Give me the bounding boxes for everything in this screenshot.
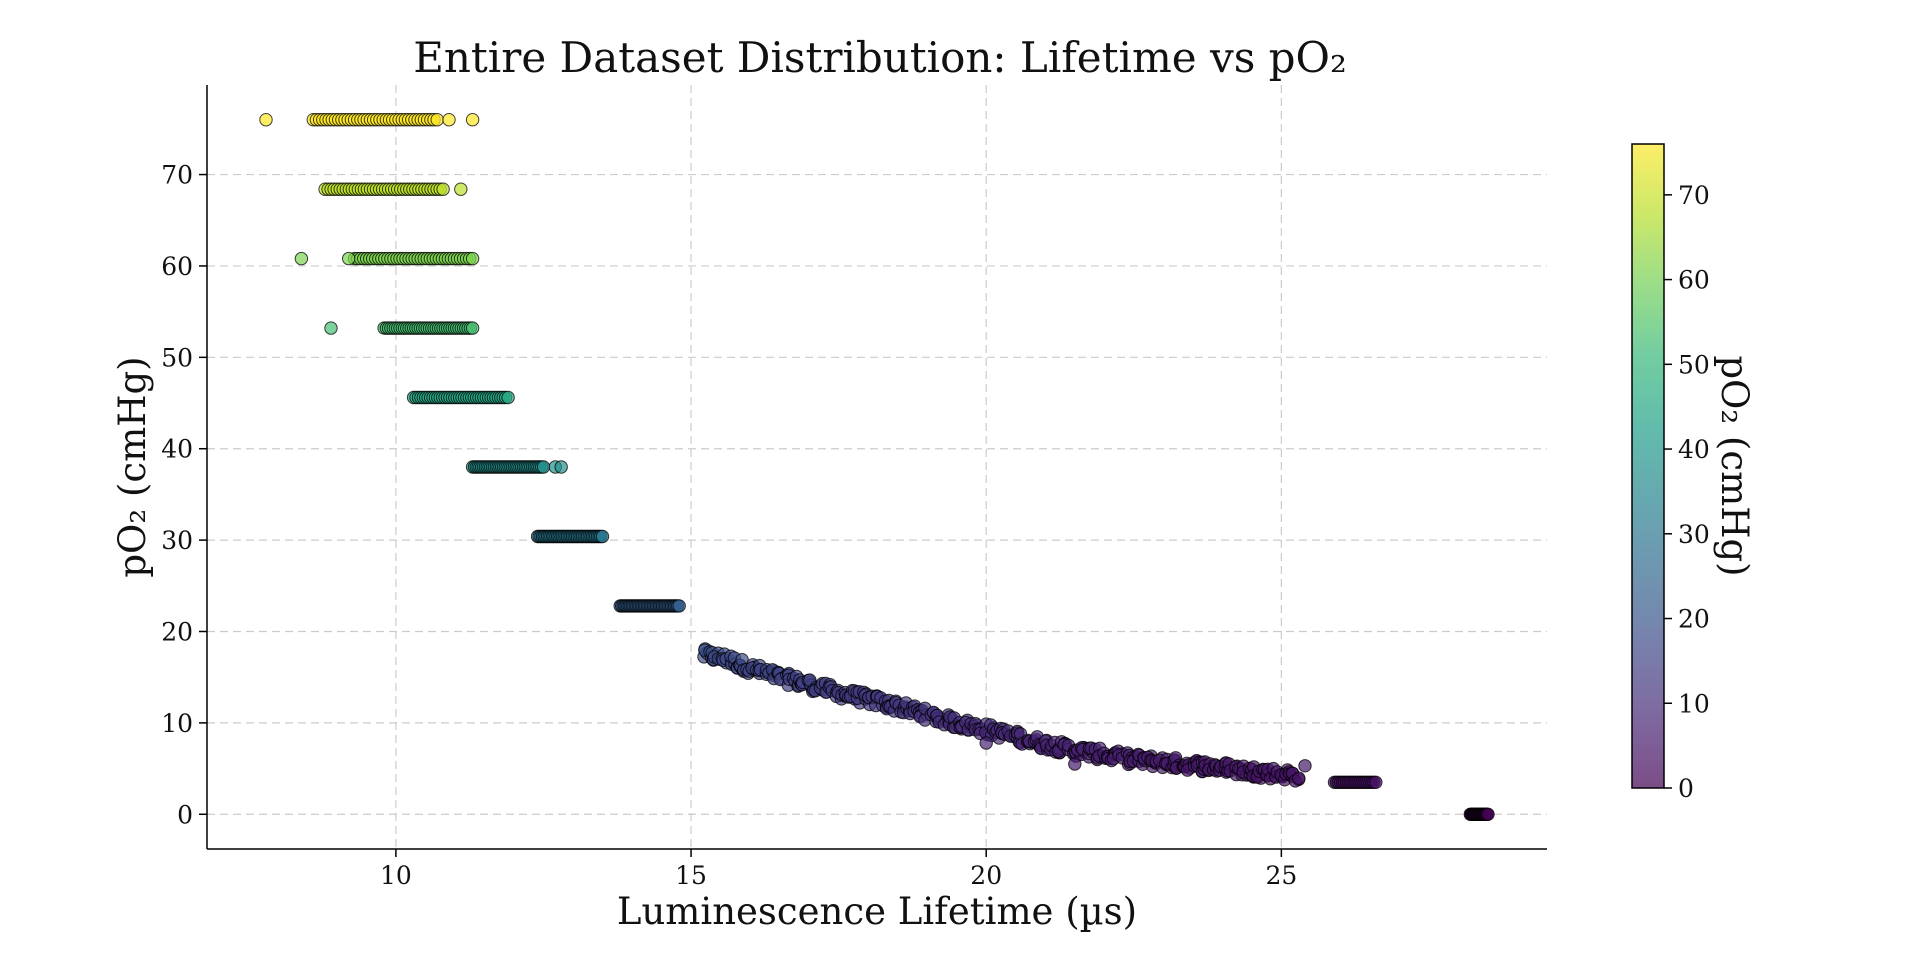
y-axis-label: pO₂ (cmHg) (111, 356, 154, 577)
data-point (595, 529, 610, 544)
y-tick-label: 60 (161, 252, 193, 281)
data-point (672, 599, 686, 613)
x-tick-label: 15 (675, 861, 707, 890)
y-tick-label: 20 (161, 617, 193, 646)
colorbar-frame (1631, 143, 1665, 789)
colorbar: 0 10 20 30 40 50 60 70 pO₂ (cmHg) (1631, 143, 1756, 803)
colorbar-tick-label: 40 (1678, 435, 1710, 464)
data-point (442, 113, 456, 127)
y-tick-label: 70 (161, 161, 193, 190)
y-tick-label: 50 (161, 343, 193, 372)
data-point (430, 113, 444, 127)
data-point (1292, 771, 1306, 785)
data-point (1481, 807, 1495, 821)
data-point (1068, 757, 1082, 771)
colorbar-gradient (1632, 144, 1664, 788)
colorbar-label: pO₂ (cmHg) (1713, 355, 1756, 576)
x-tick-label: 10 (380, 861, 412, 890)
y-tick-label: 30 (161, 526, 193, 555)
data-point (259, 113, 273, 127)
colorbar-tick-label: 20 (1678, 605, 1710, 634)
colorbar-tick-label: 60 (1678, 266, 1710, 295)
colorbar-tick-label: 30 (1678, 520, 1710, 549)
data-point (465, 251, 480, 266)
data-point (979, 736, 993, 750)
data-point (536, 460, 551, 474)
data-point (1298, 759, 1312, 773)
y-tick-label: 0 (177, 800, 193, 829)
y-tick-label: 40 (161, 435, 193, 464)
data-point (454, 182, 468, 196)
colorbar-tick-label: 50 (1678, 350, 1710, 379)
data-point (465, 113, 480, 127)
data-point (294, 251, 309, 266)
colorbar-tick-label: 70 (1678, 181, 1710, 210)
colorbar-tick-label: 0 (1678, 774, 1694, 803)
chart-title: Entire Dataset Distribution: Lifetime vs… (413, 33, 1347, 82)
x-tick-label: 25 (1265, 861, 1297, 890)
grid-lines (207, 85, 1547, 849)
data-point (465, 321, 480, 335)
colorbar-tick-label: 10 (1678, 689, 1710, 718)
x-axis-ticks: 10 15 20 25 (380, 849, 1297, 890)
y-tick-label: 10 (161, 709, 193, 738)
x-tick-label: 20 (970, 861, 1002, 890)
data-point (436, 182, 450, 196)
data-point (1369, 775, 1383, 789)
y-axis-ticks: 0 10 20 30 40 50 60 70 (161, 161, 207, 829)
x-axis-label: Luminescence Lifetime (µs) (617, 890, 1137, 933)
data-point (501, 390, 515, 405)
data-point (324, 321, 338, 335)
data-point (342, 251, 356, 266)
data-points (259, 113, 1495, 821)
colorbar-ticks: 0 10 20 30 40 50 60 70 (1664, 181, 1710, 803)
data-point (554, 460, 568, 474)
